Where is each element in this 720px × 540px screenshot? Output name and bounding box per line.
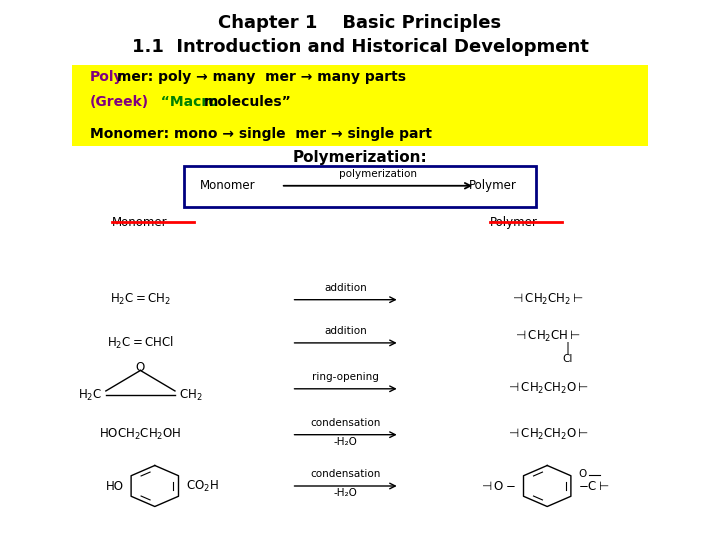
Text: Monomer: Monomer	[200, 179, 256, 192]
Text: $\mathregular{HOCH_2CH_2OH}$: $\mathregular{HOCH_2CH_2OH}$	[99, 427, 181, 442]
Text: |: |	[565, 342, 570, 355]
Text: ring-opening: ring-opening	[312, 372, 379, 382]
Text: $\mathregular{CO_2H}$: $\mathregular{CO_2H}$	[186, 478, 219, 494]
Text: Polymerization:: Polymerization:	[292, 150, 428, 165]
Text: O: O	[578, 469, 586, 479]
Text: condensation: condensation	[310, 417, 381, 428]
Text: Monomer: mono → single  mer → single part: Monomer: mono → single mer → single part	[90, 127, 432, 141]
Text: Cl: Cl	[562, 354, 572, 364]
Text: 1.1  Introduction and Historical Development: 1.1 Introduction and Historical Developm…	[132, 38, 588, 56]
Text: $\mathregular{H_2C}$: $\mathregular{H_2C}$	[78, 388, 102, 403]
Text: mer: poly → many  mer → many parts: mer: poly → many mer → many parts	[117, 70, 406, 84]
Text: polymerization: polymerization	[339, 169, 417, 179]
Text: $\mathregular{\dashv CH_2CH_2O\vdash}$: $\mathregular{\dashv CH_2CH_2O\vdash}$	[505, 427, 589, 442]
Text: (Greek): (Greek)	[90, 94, 149, 109]
Text: Poly: Poly	[90, 70, 124, 84]
Text: Monomer: Monomer	[112, 216, 167, 229]
Text: O: O	[136, 361, 145, 374]
Text: -H₂O: -H₂O	[333, 437, 358, 447]
Text: Polymer: Polymer	[490, 216, 537, 229]
Text: $\mathregular{CH_2}$: $\mathregular{CH_2}$	[179, 388, 202, 403]
Text: $\mathregular{\dashv CH_2CH_2\vdash}$: $\mathregular{\dashv CH_2CH_2\vdash}$	[510, 292, 584, 307]
Text: $\mathregular{-C\vdash}$: $\mathregular{-C\vdash}$	[578, 480, 610, 492]
Text: Polymer: Polymer	[469, 179, 517, 192]
Text: addition: addition	[324, 326, 367, 336]
Bar	[72, 65, 648, 146]
Text: $\mathregular{H_2C{=}CH_2}$: $\mathregular{H_2C{=}CH_2}$	[110, 292, 171, 307]
Text: $\mathregular{\dashv O-}$: $\mathregular{\dashv O-}$	[480, 480, 516, 492]
Text: Chapter 1    Basic Principles: Chapter 1 Basic Principles	[218, 14, 502, 31]
Text: $\mathregular{H_2C{=}CHCl}$: $\mathregular{H_2C{=}CHCl}$	[107, 335, 174, 351]
Bar	[184, 166, 536, 207]
Text: “Macro: “Macro	[151, 94, 218, 109]
Text: $\mathregular{\dashv CH_2CH\vdash}$: $\mathregular{\dashv CH_2CH\vdash}$	[513, 329, 581, 344]
Text: addition: addition	[324, 282, 367, 293]
Text: condensation: condensation	[310, 469, 381, 479]
Text: molecules”: molecules”	[204, 94, 292, 109]
Text: $\mathregular{\dashv CH_2CH_2O\vdash}$: $\mathregular{\dashv CH_2CH_2O\vdash}$	[505, 381, 589, 396]
Text: -H₂O: -H₂O	[333, 488, 358, 498]
Text: HO: HO	[106, 480, 124, 492]
